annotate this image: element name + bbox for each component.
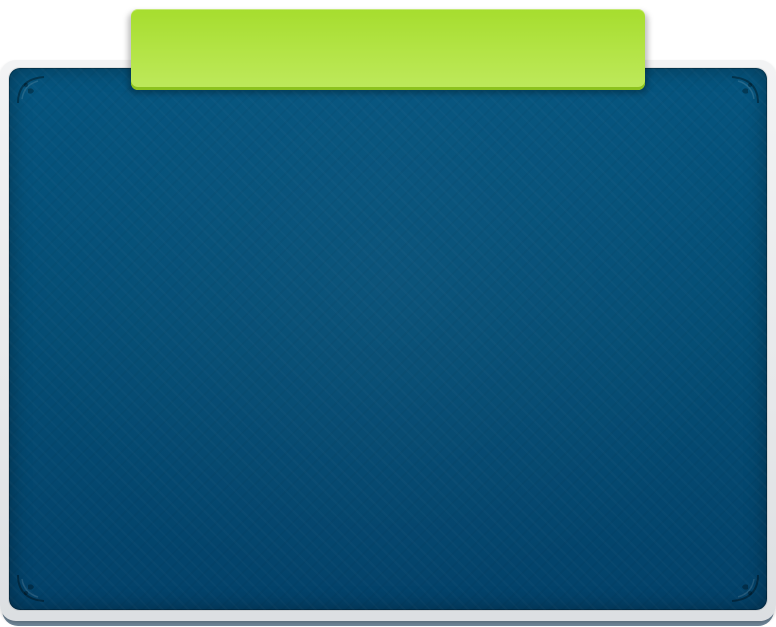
content-panel — [9, 68, 767, 610]
panel-texture — [9, 68, 767, 610]
corner-ornament-bottom-right-icon — [722, 565, 762, 605]
corner-ornament-top-right-icon — [722, 73, 762, 113]
corner-ornament-top-left-icon — [14, 73, 54, 113]
corner-ornament-bottom-left-icon — [14, 565, 54, 605]
title-tab — [131, 9, 645, 90]
